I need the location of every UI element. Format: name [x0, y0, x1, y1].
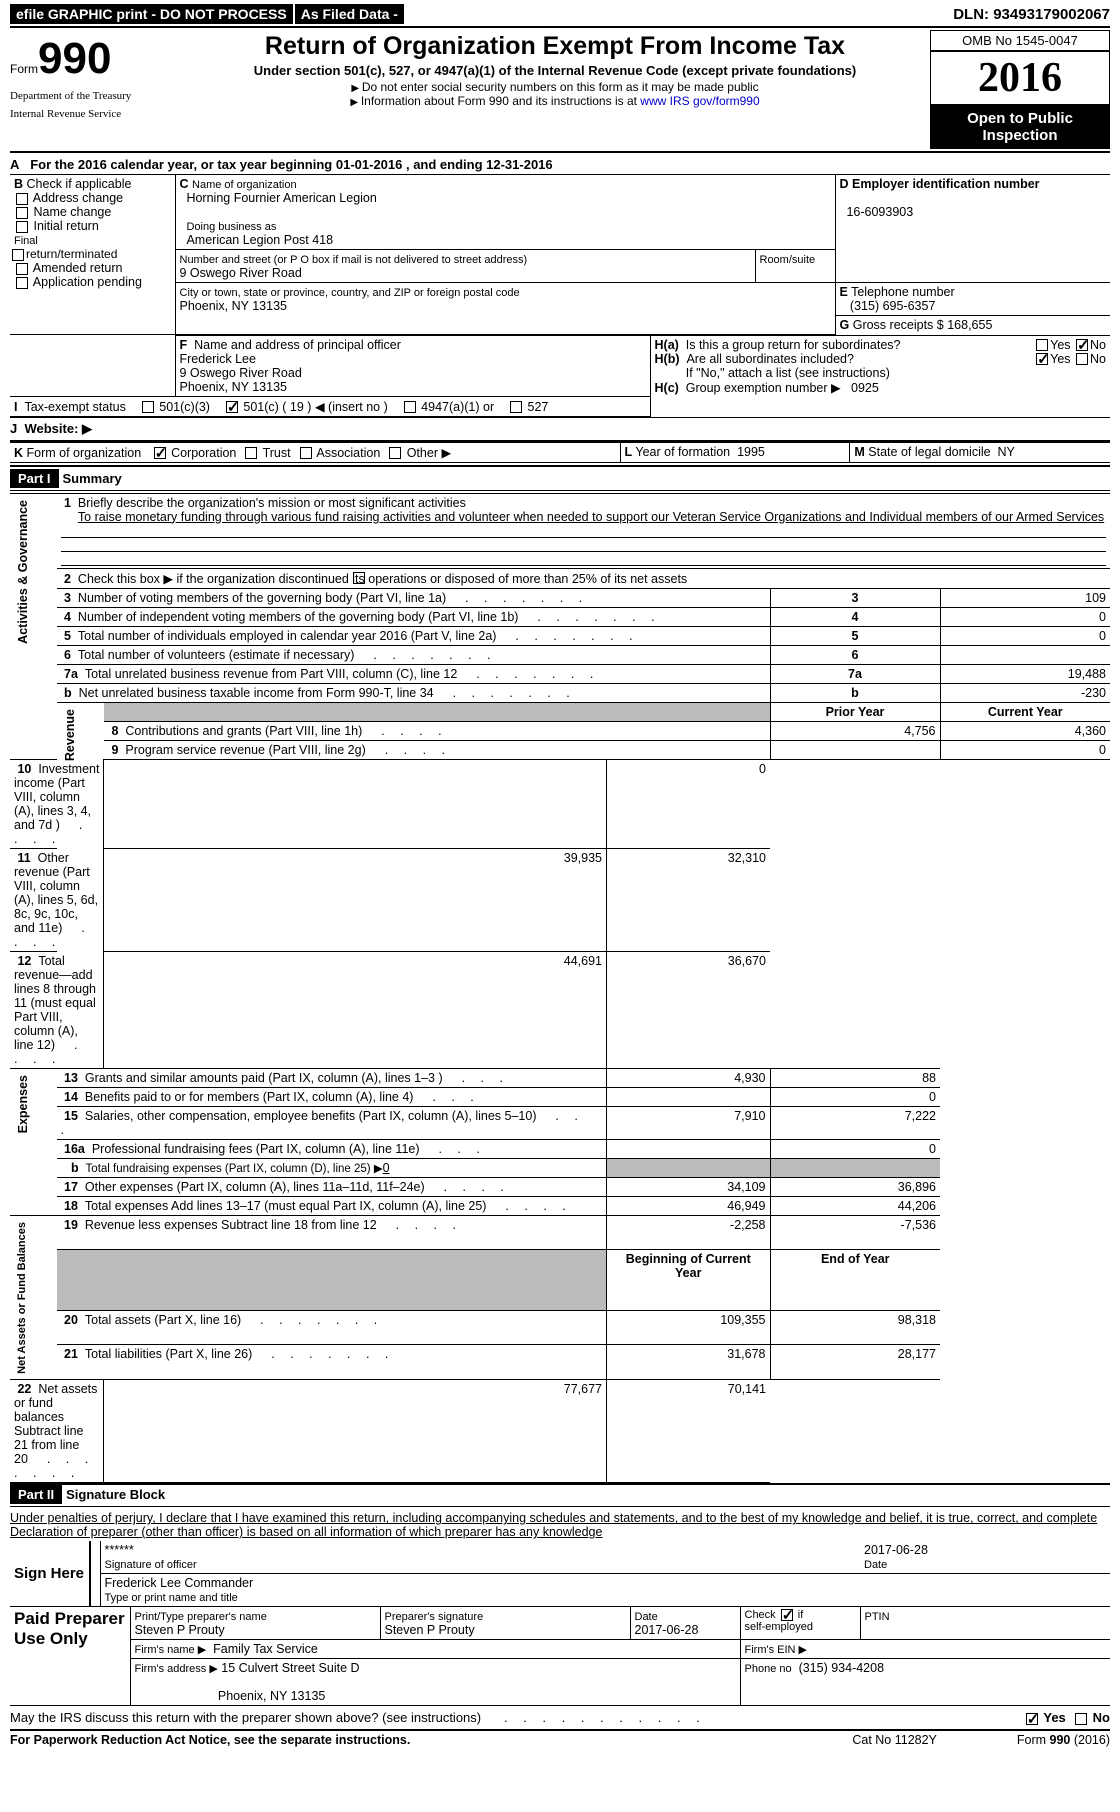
- discuss-row: May the IRS discuss this return with the…: [10, 1706, 1110, 1731]
- chk-501c3[interactable]: [142, 401, 154, 413]
- chk-assoc[interactable]: [300, 447, 312, 459]
- preparer-name: Steven P Prouty: [135, 1623, 225, 1637]
- year-formed: 1995: [737, 445, 765, 459]
- chk-527[interactable]: [510, 401, 522, 413]
- dln: DLN: 93493179002067: [953, 6, 1110, 23]
- chk-ha-no[interactable]: [1076, 339, 1088, 351]
- domicile: NY: [998, 445, 1015, 459]
- footer: For Paperwork Reduction Act Notice, see …: [10, 1733, 1110, 1747]
- chk-4947[interactable]: [404, 401, 416, 413]
- chk-discontinued[interactable]: [353, 572, 365, 584]
- signature-block: Sign Here ****** Signature of officer 20…: [10, 1541, 1110, 1606]
- street: 9 Oswego River Road: [180, 266, 302, 280]
- asfiled-label: As Filed Data -: [295, 4, 404, 24]
- chk-discuss-no[interactable]: [1075, 1713, 1087, 1725]
- org-info-table: B Check if applicable Address change Nam…: [10, 174, 1110, 335]
- ein: 16-6093903: [846, 205, 913, 219]
- dba: American Legion Post 418: [186, 233, 333, 247]
- chk-discuss-yes[interactable]: [1026, 1713, 1038, 1725]
- chk-address-change[interactable]: [16, 193, 28, 205]
- part1-header: Part ISummary: [10, 469, 1110, 488]
- firm-name: Family Tax Service: [213, 1642, 318, 1656]
- perjury-decl: Under penalties of perjury, I declare th…: [10, 1509, 1110, 1541]
- officer-name: Frederick Lee: [180, 352, 256, 366]
- top-bar: efile GRAPHIC print - DO NOT PROCESS As …: [10, 4, 1110, 24]
- chk-app-pending[interactable]: [16, 277, 28, 289]
- org-name: Horning Fournier American Legion: [186, 191, 376, 205]
- chk-amended[interactable]: [16, 263, 28, 275]
- chk-trust[interactable]: [245, 447, 257, 459]
- chk-other[interactable]: [389, 447, 401, 459]
- row-a: A For the 2016 calendar year, or tax yea…: [10, 155, 1110, 174]
- chk-initial-return[interactable]: [16, 221, 28, 233]
- preparer-block: Paid Preparer Use Only Print/Type prepar…: [10, 1606, 1110, 1706]
- efile-label: efile GRAPHIC print - DO NOT PROCESS: [10, 4, 293, 24]
- chk-name-change[interactable]: [16, 207, 28, 219]
- chk-self-employed[interactable]: [781, 1609, 793, 1621]
- phone: (315) 695-6357: [850, 299, 935, 313]
- city: Phoenix, NY 13135: [180, 299, 288, 313]
- form-header: Form990 Department of the Treasury Inter…: [10, 30, 1110, 149]
- gross-receipts: 168,655: [947, 318, 992, 332]
- form-title: Return of Organization Exempt From Incom…: [188, 32, 922, 61]
- chk-hb-yes[interactable]: [1036, 353, 1048, 365]
- chk-501c[interactable]: [226, 401, 238, 413]
- chk-hb-no[interactable]: [1076, 353, 1088, 365]
- officer-sig-name: Frederick Lee Commander: [105, 1576, 254, 1590]
- irs-link[interactable]: www IRS gov/form990: [640, 94, 759, 108]
- chk-final-return[interactable]: [12, 249, 24, 261]
- chk-corp[interactable]: [154, 447, 166, 459]
- group-exempt-no: 0925: [851, 381, 879, 395]
- part2-header: Part IISignature Block: [10, 1483, 1110, 1504]
- mission: To raise monetary funding through variou…: [78, 510, 1104, 524]
- preparer-phone: (315) 934-4208: [799, 1661, 884, 1675]
- tax-year: 2016: [930, 51, 1110, 105]
- summary-table: Activities & Governance 1 Briefly descri…: [10, 493, 1110, 1484]
